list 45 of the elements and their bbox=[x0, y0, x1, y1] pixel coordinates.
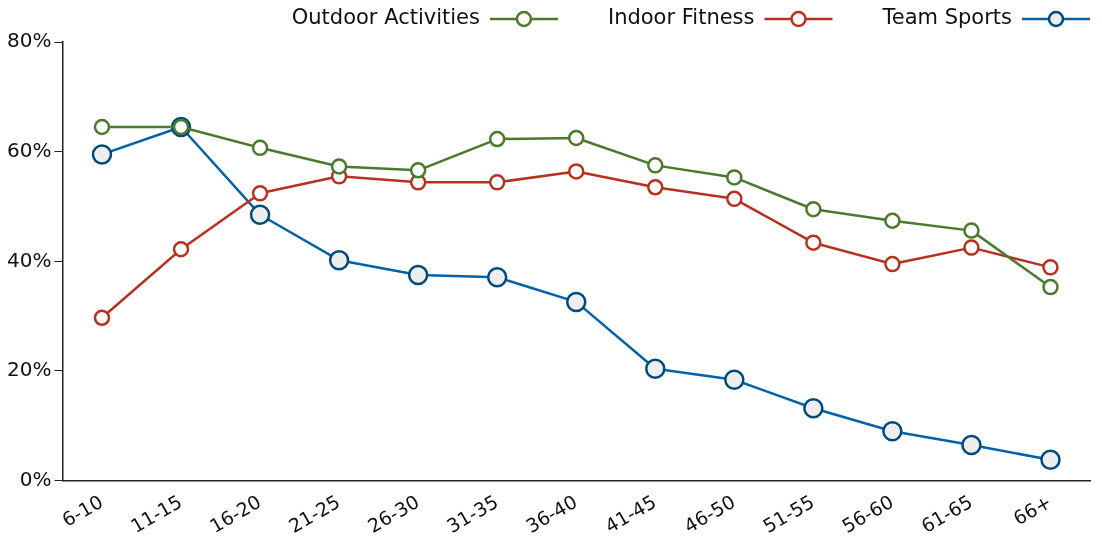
point bbox=[726, 169, 743, 186]
point bbox=[963, 222, 980, 239]
point bbox=[567, 129, 585, 147]
x-tick-label: 66+ bbox=[1009, 490, 1055, 530]
legend-label: Outdoor Activities bbox=[291, 5, 480, 30]
point bbox=[884, 212, 901, 229]
y-tick-label: 0% bbox=[19, 466, 52, 491]
point bbox=[647, 157, 664, 174]
point bbox=[93, 309, 111, 327]
point bbox=[961, 434, 982, 456]
y-tick-label: 20% bbox=[7, 357, 52, 382]
point bbox=[409, 162, 427, 179]
y-tick-label: 40% bbox=[7, 247, 52, 272]
point bbox=[882, 421, 903, 442]
point bbox=[884, 255, 901, 273]
point bbox=[330, 158, 348, 175]
point bbox=[1042, 278, 1059, 296]
point bbox=[1042, 259, 1059, 276]
point bbox=[567, 163, 585, 180]
point bbox=[647, 179, 664, 196]
point bbox=[328, 249, 350, 271]
point bbox=[172, 241, 190, 258]
point bbox=[963, 239, 980, 256]
point bbox=[488, 174, 506, 191]
point bbox=[803, 398, 824, 419]
point bbox=[805, 234, 822, 251]
point bbox=[488, 130, 506, 148]
point bbox=[724, 369, 745, 391]
point bbox=[1040, 449, 1061, 471]
point bbox=[93, 118, 111, 136]
point bbox=[565, 291, 587, 313]
x-tick-label: 6-10 bbox=[58, 490, 107, 531]
legend-label: Team Sports bbox=[881, 5, 1012, 30]
point bbox=[407, 264, 429, 286]
point bbox=[726, 190, 743, 208]
point bbox=[805, 200, 822, 218]
point bbox=[91, 144, 113, 165]
y-tick-label: 80% bbox=[7, 28, 52, 53]
point bbox=[645, 358, 666, 380]
legend-label: Indoor Fitness bbox=[607, 5, 755, 30]
y-tick-label: 60% bbox=[7, 137, 52, 162]
point bbox=[251, 185, 269, 202]
point bbox=[249, 204, 271, 225]
point bbox=[486, 266, 508, 288]
point bbox=[251, 139, 269, 157]
